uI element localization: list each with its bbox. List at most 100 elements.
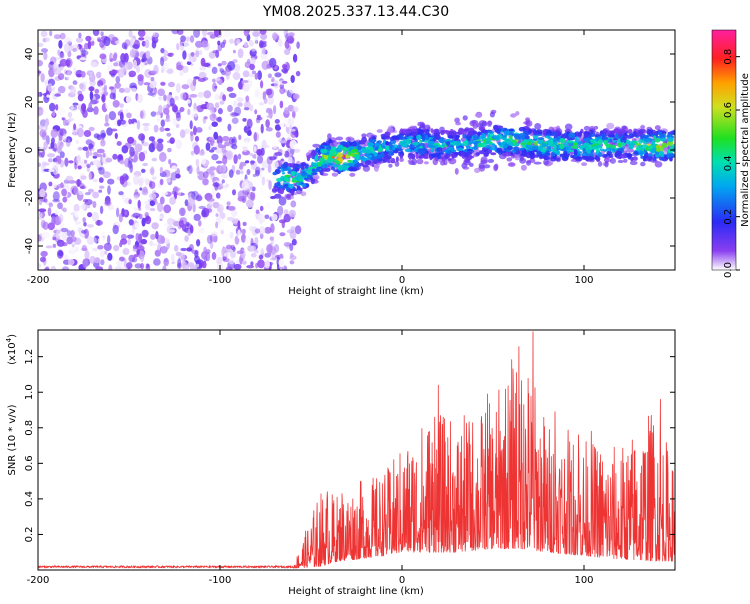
signal-blob [443, 130, 450, 133]
noise-blob [281, 80, 288, 84]
signal-blob [362, 139, 366, 144]
signal-blob [535, 129, 543, 135]
noise-blob [195, 40, 203, 48]
noise-blob [179, 207, 186, 217]
signal-blob [643, 135, 649, 139]
noise-blob [80, 229, 87, 234]
noise-blob [109, 86, 115, 90]
noise-blob [283, 30, 289, 39]
signal-blob [616, 143, 623, 148]
noise-blob [259, 42, 267, 48]
signal-blob [434, 152, 440, 157]
noise-blob [120, 233, 127, 241]
signal-blob [342, 147, 349, 152]
noise-blob [78, 188, 84, 196]
noise-blob [163, 223, 169, 227]
noise-blob [248, 40, 254, 47]
signal-blob [491, 143, 496, 147]
noise-blob [185, 221, 190, 227]
noise-blob [157, 138, 164, 144]
noise-blob [201, 158, 207, 165]
signal-blob [620, 153, 627, 159]
signal-blob [549, 139, 553, 144]
noise-blob [203, 90, 212, 99]
noise-blob [231, 117, 239, 124]
signal-blob [447, 131, 454, 135]
signal-blob [612, 139, 617, 143]
noise-blob [64, 157, 69, 167]
noise-blob [237, 190, 246, 200]
noise-blob [77, 165, 82, 170]
noise-blob [231, 112, 240, 116]
noise-blob [254, 73, 259, 80]
noise-blob [227, 123, 232, 132]
noise-blob [288, 37, 294, 44]
signal-blob [534, 141, 538, 147]
signal-blob [480, 133, 485, 139]
noise-blob [206, 102, 214, 111]
noise-blob [50, 141, 55, 149]
noise-blob [108, 111, 117, 121]
signal-blob [477, 142, 483, 148]
signal-blob [428, 140, 435, 145]
signal-blob [624, 132, 628, 137]
signal-halo-blob [640, 161, 646, 167]
signal-blob [518, 126, 526, 132]
signal-blob [571, 145, 578, 149]
noise-blob [277, 38, 283, 48]
noise-blob [238, 134, 242, 140]
noise-blob [137, 176, 146, 184]
noise-blob [249, 50, 253, 56]
noise-blob [149, 181, 156, 190]
signal-blob [671, 131, 675, 135]
noise-blob [144, 68, 152, 78]
signal-blob [299, 187, 303, 192]
signal-blob [340, 141, 348, 146]
signal-blob [386, 158, 391, 164]
noise-blob [245, 160, 250, 164]
noise-blob [176, 43, 180, 51]
noise-blob [247, 130, 252, 136]
noise-blob [100, 132, 106, 138]
noise-blob [284, 150, 290, 158]
signal-blob [354, 163, 361, 168]
signal-blob [445, 140, 451, 146]
signal-halo-blob [454, 168, 459, 175]
noise-blob [193, 213, 201, 221]
signal-blob [520, 153, 525, 156]
noise-blob [119, 256, 125, 262]
noise-blob [72, 44, 80, 52]
noise-blob [232, 179, 240, 189]
signal-blob [637, 129, 644, 134]
noise-blob [198, 71, 207, 79]
noise-blob [209, 34, 216, 39]
noise-blob [237, 153, 242, 160]
signal-blob [575, 156, 582, 160]
signal-blob [374, 143, 381, 147]
noise-blob [68, 160, 74, 164]
noise-blob [214, 85, 218, 89]
signal-blob [552, 138, 557, 144]
signal-blob [639, 151, 644, 157]
signal-blob [652, 129, 656, 133]
noise-blob [89, 255, 96, 264]
noise-blob [260, 186, 264, 196]
noise-blob [80, 50, 89, 56]
noise-blob [230, 251, 236, 259]
noise-blob [182, 65, 189, 74]
noise-blob [254, 249, 259, 254]
noise-blob [243, 30, 250, 37]
noise-blob [164, 127, 171, 132]
signal-blob [602, 129, 608, 134]
signal-halo-blob [312, 143, 321, 148]
noise-blob [169, 196, 176, 205]
signal-halo-blob [606, 122, 615, 130]
noise-blob [86, 163, 91, 168]
signal-blob [573, 142, 577, 146]
signal-blob [393, 136, 400, 140]
noise-blob [275, 131, 281, 138]
noise-blob [259, 30, 267, 35]
noise-blob [245, 61, 251, 67]
noise-blob [75, 140, 79, 144]
noise-blob [232, 189, 236, 196]
